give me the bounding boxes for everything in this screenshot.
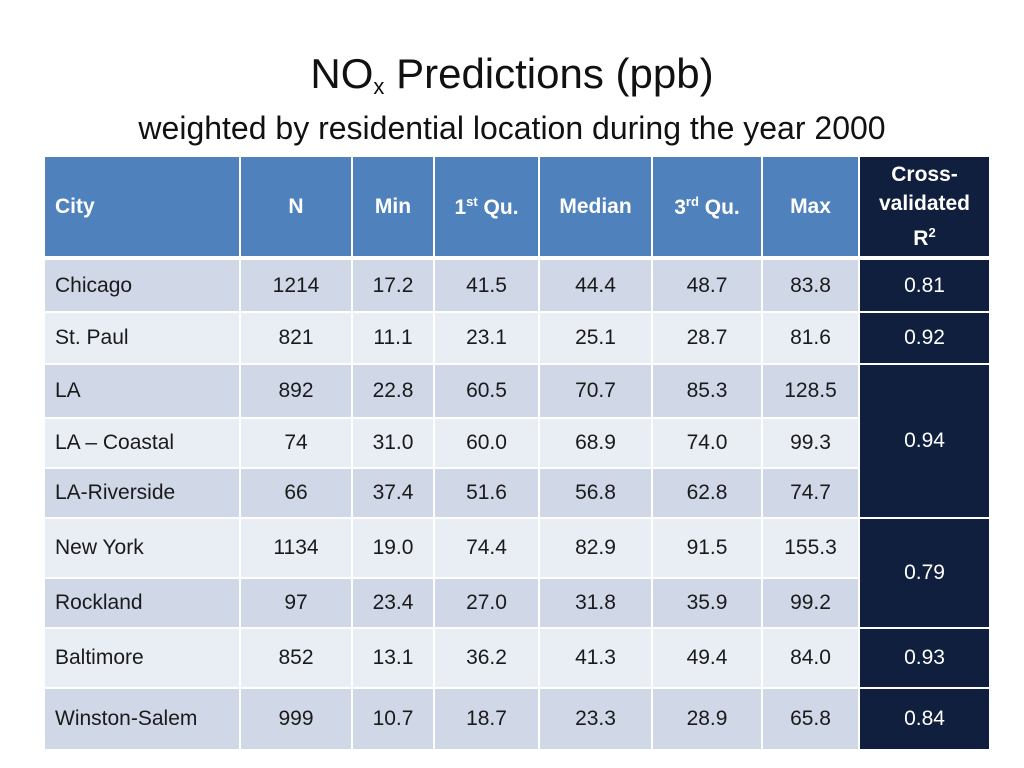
cell-max: 155.3 (761, 517, 860, 579)
predictions-table: City N Min 1st Qu. Median 3rd Qu. Max Cr… (43, 155, 991, 751)
cell-city: Baltimore (43, 627, 241, 689)
header-r2: Cross-validated R2 (858, 155, 991, 260)
cell-median: 44.4 (538, 257, 653, 313)
cell-max: 83.8 (761, 257, 860, 313)
cell-q3: 48.7 (651, 257, 763, 313)
cell-n: 66 (239, 467, 353, 519)
page-subtitle: weighted by residential location during … (138, 110, 886, 146)
title-subscript: x (373, 74, 385, 99)
cell-r2: 0.92 (858, 311, 991, 365)
cell-min: 23.4 (351, 577, 435, 629)
cell-q1: 36.2 (433, 627, 540, 689)
cell-city: Rockland (43, 577, 241, 629)
cell-q1: 60.0 (433, 417, 540, 469)
cell-q3: 74.0 (651, 417, 763, 469)
cell-median: 31.8 (538, 577, 653, 629)
table-row: Winston-Salem 999 10.7 18.7 23.3 28.9 65.8 0.84 (43, 687, 991, 751)
table-row: Chicago 1214 17.2 41.5 44.4 48.7 83.8 0.81 (43, 257, 991, 313)
cell-n: 821 (239, 311, 353, 365)
cell-median: 56.8 (538, 467, 653, 519)
table-row: LA 892 22.8 60.5 70.7 85.3 128.5 0.94 (43, 363, 991, 519)
cell-n: 999 (239, 687, 353, 751)
cell-r2: 0.79 (858, 517, 991, 629)
cell-q3: 28.9 (651, 687, 763, 751)
cell-n: 74 (239, 417, 353, 469)
cell-r2: 0.84 (858, 687, 991, 751)
page-title: NOx Predictions (ppb) (310, 50, 714, 99)
header-max: Max (761, 155, 860, 260)
cell-q1: 74.4 (433, 517, 540, 579)
header-n: N (239, 155, 353, 260)
cell-min: 22.8 (351, 363, 435, 419)
table-row: Rockland 97 23.4 27.0 31.8 35.9 99.2 (43, 577, 990, 629)
cell-q3: 35.9 (651, 577, 763, 629)
cell-city: Winston-Salem (43, 687, 241, 751)
cell-median: 25.1 (538, 311, 653, 365)
cell-q1: 27.0 (433, 577, 540, 629)
cell-r2: 0.81 (858, 257, 991, 313)
cell-min: 13.1 (351, 627, 435, 689)
cell-median: 70.7 (538, 363, 653, 419)
cell-n: 1214 (239, 257, 353, 313)
table-row: New York 1134 19.0 74.4 82.9 91.5 155.3 0.79 (43, 517, 991, 629)
header-row: City N Min 1st Qu. Median 3rd Qu. Max Cr… (43, 155, 991, 260)
table-row: LA-Riverside 66 37.4 51.6 56.8 62.8 74.7 (43, 467, 990, 519)
cell-q3: 91.5 (651, 517, 763, 579)
header-median: Median (538, 155, 653, 260)
header-city: City (43, 155, 241, 260)
cell-median: 41.3 (538, 627, 653, 689)
cell-city: LA (43, 363, 241, 419)
cell-q3: 62.8 (651, 467, 763, 519)
cell-median: 23.3 (538, 687, 653, 751)
cell-city: St. Paul (43, 311, 241, 365)
cell-min: 31.0 (351, 417, 435, 469)
header-q3: 3rd Qu. (651, 155, 763, 260)
cell-q3: 49.4 (651, 627, 763, 689)
cell-min: 10.7 (351, 687, 435, 751)
cell-n: 97 (239, 577, 353, 629)
cell-min: 17.2 (351, 257, 435, 313)
cell-city: New York (43, 517, 241, 579)
cell-q3: 85.3 (651, 363, 763, 419)
cell-q1: 41.5 (433, 257, 540, 313)
cell-max: 74.7 (761, 467, 860, 519)
table-row: Baltimore 852 13.1 36.2 41.3 49.4 84.0 0.93 (43, 627, 991, 689)
cell-max: 99.2 (761, 577, 860, 629)
cell-city: LA-Riverside (43, 467, 241, 519)
cell-max: 65.8 (761, 687, 860, 751)
cell-r2: 0.93 (858, 627, 991, 689)
cell-city: LA – Coastal (43, 417, 241, 469)
cell-max: 99.3 (761, 417, 860, 469)
header-q1: 1st Qu. (433, 155, 540, 260)
cell-median: 82.9 (538, 517, 653, 579)
cell-max: 128.5 (761, 363, 860, 419)
cell-q1: 51.6 (433, 467, 540, 519)
cell-q3: 28.7 (651, 311, 763, 365)
cell-q1: 60.5 (433, 363, 540, 419)
table-row: St. Paul 821 11.1 23.1 25.1 28.7 81.6 0.92 (43, 311, 991, 365)
cell-r2: 0.94 (858, 363, 991, 519)
cell-q1: 18.7 (433, 687, 540, 751)
cell-min: 19.0 (351, 517, 435, 579)
cell-n: 1134 (239, 517, 353, 579)
cell-max: 84.0 (761, 627, 860, 689)
cell-min: 37.4 (351, 467, 435, 519)
cell-n: 852 (239, 627, 353, 689)
table-body: Chicago 1214 17.2 41.5 44.4 48.7 83.8 0.81 St. P… (43, 257, 991, 751)
cell-min: 11.1 (351, 311, 435, 365)
table-row: LA – Coastal 74 31.0 60.0 68.9 74.0 99.3 (43, 417, 990, 469)
cell-max: 81.6 (761, 311, 860, 365)
cell-city: Chicago (43, 257, 241, 313)
header-min: Min (351, 155, 435, 260)
cell-q1: 23.1 (433, 311, 540, 365)
cell-median: 68.9 (538, 417, 653, 469)
cell-n: 892 (239, 363, 353, 419)
